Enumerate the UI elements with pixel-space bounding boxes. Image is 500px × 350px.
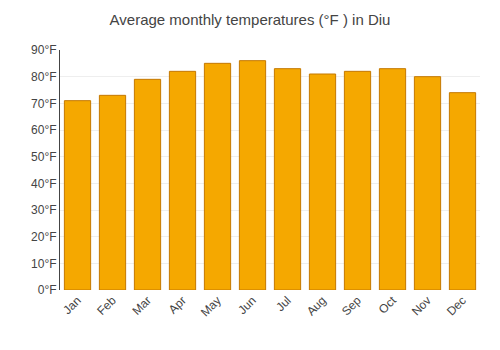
svg-text:Feb: Feb <box>94 293 119 318</box>
svg-text:30°F: 30°F <box>31 203 56 217</box>
svg-text:70°F: 70°F <box>31 97 56 111</box>
svg-text:Jun: Jun <box>235 293 259 317</box>
svg-text:10°F: 10°F <box>31 257 56 271</box>
svg-text:Jan: Jan <box>60 293 84 317</box>
svg-text:90°F: 90°F <box>31 43 56 57</box>
svg-text:Aug: Aug <box>304 293 329 318</box>
svg-text:May: May <box>198 293 224 319</box>
svg-text:Dec: Dec <box>444 293 469 318</box>
svg-text:0°F: 0°F <box>38 283 57 297</box>
svg-text:40°F: 40°F <box>31 177 56 191</box>
svg-text:Mar: Mar <box>129 293 154 318</box>
svg-text:Apr: Apr <box>166 293 189 316</box>
svg-text:60°F: 60°F <box>31 123 56 137</box>
svg-text:Nov: Nov <box>409 293 434 318</box>
svg-text:80°F: 80°F <box>31 70 56 84</box>
svg-text:20°F: 20°F <box>31 230 56 244</box>
svg-text:50°F: 50°F <box>31 150 56 164</box>
svg-text:Jul: Jul <box>273 293 294 314</box>
svg-text:Oct: Oct <box>376 293 400 317</box>
svg-text:Average monthly temperatures (: Average monthly temperatures (°F ) in Di… <box>110 11 391 28</box>
svg-text:Sep: Sep <box>339 293 364 318</box>
